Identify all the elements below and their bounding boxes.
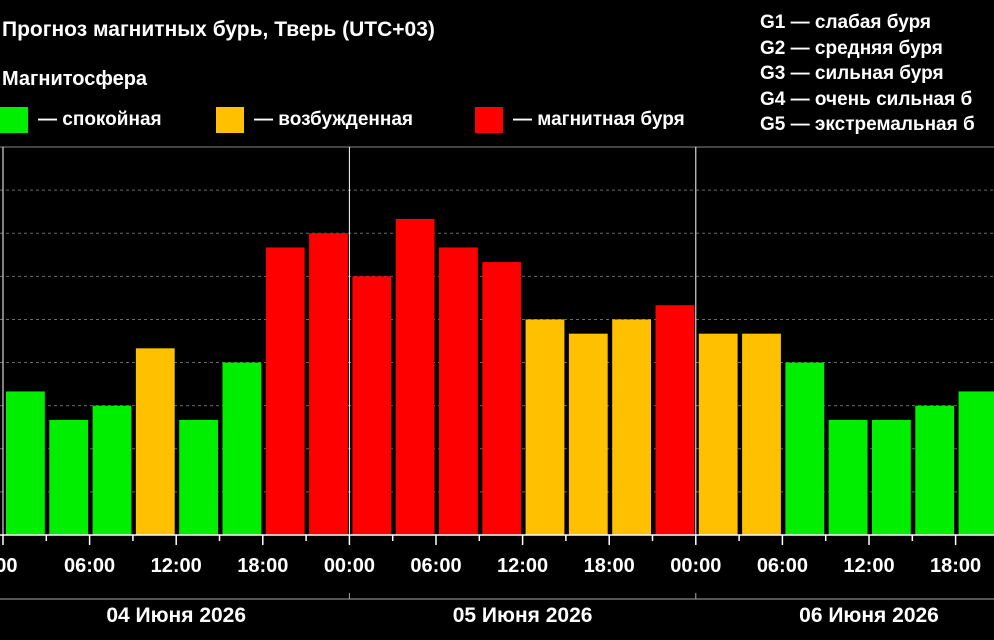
bar (395, 218, 435, 536)
bar (309, 233, 348, 535)
legend-label-quiet: — спокойная (38, 109, 162, 130)
legend-swatch-quiet (0, 107, 28, 133)
bar (698, 333, 738, 535)
bar (135, 348, 175, 535)
bar (222, 362, 262, 535)
legend-label-storm: — магнитная буря (513, 109, 685, 130)
x-tick-label: 00:00 (670, 555, 721, 577)
bar (742, 333, 781, 535)
g-scale-legend: G1 — слабая буря G2 — средняя буря G3 — … (760, 10, 994, 138)
legend-swatch-storm (475, 107, 503, 133)
bar (785, 362, 825, 535)
x-tick-label: 18:00 (930, 555, 981, 577)
legend-item-storm: — магнитная буря (475, 106, 685, 134)
bar (6, 391, 45, 535)
bar (612, 319, 651, 535)
bar (915, 405, 955, 535)
bar (439, 247, 478, 535)
bar (265, 247, 305, 535)
bar (179, 419, 218, 535)
day-label: 06 Июня 2026 (799, 604, 939, 627)
g-legend-g1: G1 — слабая буря (760, 12, 932, 33)
g-legend-g4: G4 — очень сильная б (760, 88, 973, 110)
legend-item-unsettled: — возбужденная (216, 106, 413, 134)
bar (482, 262, 522, 535)
bar (872, 419, 911, 535)
chart-subtitle: Магнитосфера (2, 68, 148, 90)
x-tick-label: 06:00 (64, 555, 115, 577)
bar (655, 305, 695, 535)
bar (828, 419, 868, 535)
bar (958, 391, 994, 535)
x-tick-label: 12:00 (151, 555, 202, 577)
g-legend-g5: G5 — экстремальная б (760, 114, 975, 135)
g-legend-g3: G3 — сильная буря (760, 63, 944, 84)
day-label: 05 Июня 2026 (453, 604, 593, 627)
chart-title: Прогноз магнитных бурь, Тверь (UTC+03) (2, 18, 435, 41)
bar (352, 276, 392, 535)
bar (568, 333, 608, 535)
legend-item-quiet: — спокойная (0, 106, 162, 134)
bar (525, 319, 565, 535)
legend-swatch-unsettled (216, 107, 244, 133)
x-tick-label: :00 (0, 555, 17, 577)
x-tick-label: 18:00 (237, 555, 288, 577)
x-tick-label: 00:00 (324, 555, 375, 577)
x-tick-label: 06:00 (410, 555, 461, 577)
x-tick-label: 18:00 (584, 555, 635, 577)
x-tick-label: 12:00 (497, 555, 548, 577)
legend-label-unsettled: — возбужденная (254, 109, 414, 130)
x-tick-label: 06:00 (757, 555, 808, 577)
day-label: 04 Июня 2026 (106, 604, 246, 627)
x-tick-label: 12:00 (843, 555, 894, 577)
g-legend-g2: G2 — средняя буря (760, 37, 943, 59)
bar (92, 405, 132, 535)
bar (49, 419, 89, 535)
